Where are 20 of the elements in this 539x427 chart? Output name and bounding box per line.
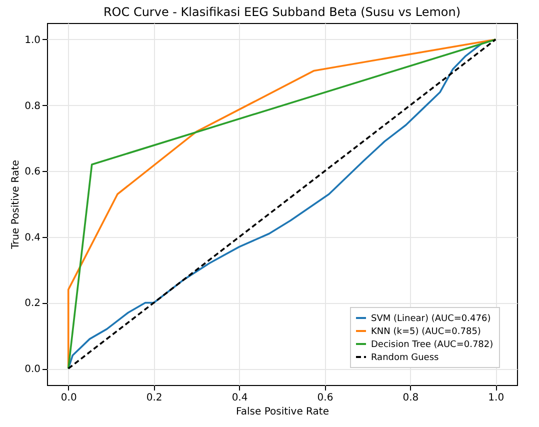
legend-label: Decision Tree (AUC=0.782) — [371, 340, 494, 350]
x-tick-label: 0.8 — [402, 392, 419, 404]
legend-label: SVM (Linear) (AUC=0.476) — [371, 314, 491, 324]
y-tick-label: 1.0 — [24, 34, 40, 46]
chart-title: ROC Curve - Klasifikasi EEG Subband Beta (Susu vs Lemon) — [103, 5, 461, 19]
x-tick-label: 0.6 — [317, 392, 334, 404]
y-tick-label: 0.6 — [24, 166, 40, 178]
legend-label: KNN (k=5) (AUC=0.785) — [371, 327, 481, 337]
legend-label: Random Guess — [371, 353, 440, 363]
x-tick-label: 0.0 — [60, 392, 77, 404]
y-tick-label: 0.0 — [24, 364, 40, 376]
x-tick-label: 0.2 — [146, 392, 162, 404]
y-axis-title: True Positive Rate — [10, 160, 22, 250]
y-tick-label: 0.8 — [24, 100, 40, 112]
x-tick-label: 0.4 — [232, 392, 248, 404]
line-series — [67, 38, 497, 370]
x-axis-title: False Positive Rate — [236, 406, 329, 418]
x-tick-label: 1.0 — [488, 392, 504, 404]
y-tick-label: 0.4 — [24, 232, 40, 244]
y-tick-label: 0.2 — [24, 298, 40, 310]
